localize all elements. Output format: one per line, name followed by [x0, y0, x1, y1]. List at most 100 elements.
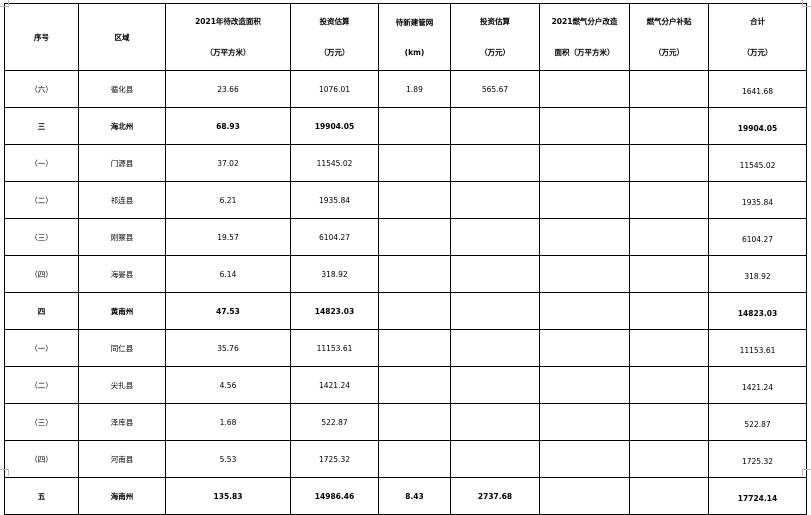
cell-pipeline-investment [450, 144, 540, 182]
cell-seq: （一） [4, 329, 79, 367]
cell-total: 522.87 [708, 403, 807, 441]
cell-pipeline-km [378, 144, 451, 182]
page-corner-mark [802, 469, 811, 476]
cell-investment: 14823.03 [290, 292, 379, 330]
cell-region: 尖扎县 [78, 366, 166, 404]
cell-investment: 1421.24 [290, 366, 379, 404]
header-line-1: 合计 [750, 17, 765, 26]
header-area-2021: 2021年待改造面积 （万平方米） [165, 3, 291, 71]
cell-seq: （六） [4, 70, 79, 108]
cell-pipeline-investment [450, 107, 540, 145]
cell-pipeline-km [378, 440, 451, 478]
cell-household-subsidy [629, 403, 709, 441]
cell-total: 17724.14 [708, 477, 807, 515]
cell-region: 河南县 [78, 440, 166, 478]
cell-household-subsidy [629, 218, 709, 256]
cell-pipeline-km [378, 366, 451, 404]
cell-household-area [539, 292, 630, 330]
cell-investment: 19904.05 [290, 107, 379, 145]
header-line-1: 投资估算 [480, 17, 510, 26]
page-corner-mark [802, 0, 811, 7]
cell-region: 循化县 [78, 70, 166, 108]
header-total: 合计 （万元） [708, 3, 807, 71]
cell-investment: 1076.01 [290, 70, 379, 108]
cell-household-subsidy [629, 181, 709, 219]
header-line-2: （万元） [319, 48, 350, 57]
cell-area-2021: 35.76 [165, 329, 291, 367]
header-line-1: 投资估算 [319, 17, 350, 26]
table-row: （一） 同仁县 35.76 11153.61 11153.61 [4, 329, 807, 367]
cell-household-area [539, 144, 630, 182]
cell-household-subsidy [629, 477, 709, 515]
cell-investment: 6104.27 [290, 218, 379, 256]
cell-total: 11545.02 [708, 144, 807, 182]
cell-seq: （三） [4, 403, 79, 441]
cell-seq: （四） [4, 255, 79, 293]
table-row: （三） 泽库县 1.68 522.87 522.87 [4, 403, 807, 441]
cell-area-2021: 6.14 [165, 255, 291, 293]
header-seq: 序号 [4, 3, 79, 71]
page-corner-mark [0, 0, 9, 7]
header-line-1: 2021年待改造面积 [195, 17, 261, 26]
cell-household-subsidy [629, 292, 709, 330]
cell-household-area [539, 181, 630, 219]
cell-area-2021: 37.02 [165, 144, 291, 182]
header-line-2: (km) [404, 48, 425, 57]
table-row: （二） 尖扎县 4.56 1421.24 1421.24 [4, 366, 807, 404]
header-line-2: （万平方米） [205, 48, 251, 57]
cell-region: 海北州 [78, 107, 166, 145]
cell-pipeline-investment [450, 218, 540, 256]
cell-seq: 四 [4, 292, 79, 330]
cell-pipeline-investment [450, 366, 540, 404]
cell-total: 1935.84 [708, 181, 807, 219]
table-row: （一） 门源县 37.02 11545.02 11545.02 [4, 144, 807, 182]
cell-household-subsidy [629, 144, 709, 182]
cell-pipeline-investment [450, 292, 540, 330]
header-line-2: （万元） [654, 48, 684, 57]
table-row: （三） 刚察县 19.57 6104.27 6104.27 [4, 218, 807, 256]
cell-pipeline-km [378, 255, 451, 293]
cell-area-2021: 5.53 [165, 440, 291, 478]
cell-household-area [539, 255, 630, 293]
cell-pipeline-km: 8.43 [378, 477, 451, 515]
cell-household-subsidy [629, 329, 709, 367]
cell-investment: 1725.32 [290, 440, 379, 478]
cell-seq: （一） [4, 144, 79, 182]
cell-region: 同仁县 [78, 329, 166, 367]
cell-area-2021: 47.53 [165, 292, 291, 330]
cell-total: 14823.03 [708, 292, 807, 330]
cell-pipeline-km [378, 292, 451, 330]
cell-total: 19904.05 [708, 107, 807, 145]
header-row: 序号 区域 2021年待改造面积 （万平方米） 投资估算 （万元） 待新建管网 (km) 投资估… [4, 3, 807, 71]
cell-total: 1421.24 [708, 366, 807, 404]
cell-total: 11153.61 [708, 329, 807, 367]
header-line-2: 面积（万平方米） [554, 48, 615, 57]
header-line-1: 燃气分户补贴 [646, 17, 692, 26]
cell-area-2021: 1.68 [165, 403, 291, 441]
cell-pipeline-investment: 2737.68 [450, 477, 540, 515]
cell-pipeline-km [378, 181, 451, 219]
table-row: （四） 河南县 5.53 1725.32 1725.32 [4, 440, 807, 478]
cell-total: 1641.68 [708, 70, 807, 108]
cell-region: 黄南州 [78, 292, 166, 330]
header-line-1: 2021燃气分户改造 [551, 17, 618, 26]
cell-total: 318.92 [708, 255, 807, 293]
cell-region: 刚察县 [78, 218, 166, 256]
cell-investment: 1935.84 [290, 181, 379, 219]
header-investment: 投资估算 （万元） [290, 3, 379, 71]
cell-household-area [539, 477, 630, 515]
cell-household-area [539, 366, 630, 404]
cell-household-area [539, 403, 630, 441]
cell-pipeline-investment [450, 329, 540, 367]
cell-total: 1725.32 [708, 440, 807, 478]
header-household-subsidy: 燃气分户补贴 （万元） [629, 3, 709, 71]
cell-region: 门源县 [78, 144, 166, 182]
header-pipeline-km: 待新建管网 (km) [378, 3, 451, 71]
cell-seq: （四） [4, 440, 79, 478]
cell-investment: 318.92 [290, 255, 379, 293]
cell-area-2021: 23.66 [165, 70, 291, 108]
cell-household-area [539, 440, 630, 478]
cell-household-area [539, 70, 630, 108]
cell-seq: 三 [4, 107, 79, 145]
table-row: （四） 海晏县 6.14 318.92 318.92 [4, 255, 807, 293]
